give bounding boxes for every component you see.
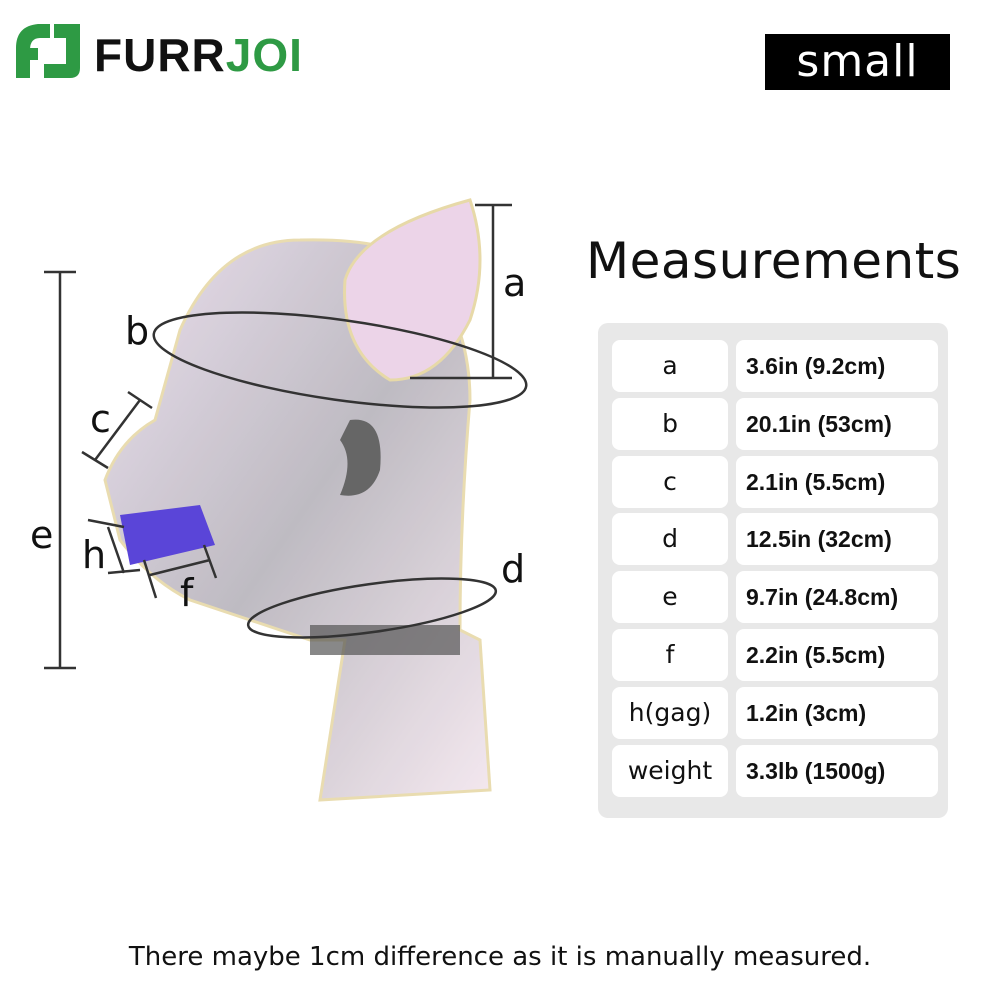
table-row: f 2.2in (5.5cm) [612, 629, 938, 681]
label-f: f [180, 571, 194, 615]
brand-logo: FURRJOI [14, 18, 354, 80]
label-d: d [501, 547, 526, 591]
measure-key: weight [612, 745, 728, 797]
table-row: e 9.7in (24.8cm) [612, 571, 938, 623]
measure-key: e [612, 571, 728, 623]
brand-name-green: JOI [225, 29, 303, 81]
measure-value: 2.1in (5.5cm) [736, 456, 938, 508]
table-row: d 12.5in (32cm) [612, 513, 938, 565]
label-e: e [30, 513, 54, 557]
measure-value: 3.3lb (1500g) [736, 745, 938, 797]
measure-key: b [612, 398, 728, 450]
measure-value: 12.5in (32cm) [736, 513, 938, 565]
hood-drawing [44, 198, 528, 802]
label-c: c [90, 397, 111, 441]
table-row: a 3.6in (9.2cm) [612, 340, 938, 392]
label-b: b [125, 309, 150, 353]
table-row: h(gag) 1.2in (3cm) [612, 687, 938, 739]
measure-key: h(gag) [612, 687, 728, 739]
table-row: c 2.1in (5.5cm) [612, 456, 938, 508]
measure-value: 3.6in (9.2cm) [736, 340, 938, 392]
measure-value: 20.1in (53cm) [736, 398, 938, 450]
measure-key: c [612, 456, 728, 508]
brand-name: FURRJOI [94, 32, 303, 78]
measurements-title: Measurements [586, 232, 962, 290]
size-badge: small [765, 34, 950, 90]
table-row: weight 3.3lb (1500g) [612, 745, 938, 797]
measurements-table: a 3.6in (9.2cm) b 20.1in (53cm) c 2.1in (5.… [598, 323, 948, 818]
brand-name-dark: FURR [94, 29, 226, 81]
brand-logo-icon [16, 24, 80, 78]
measure-value: 2.2in (5.5cm) [736, 629, 938, 681]
measure-value: 1.2in (3cm) [736, 687, 938, 739]
measure-key: a [612, 340, 728, 392]
measure-key: d [612, 513, 728, 565]
head-illustration: a b c d e h f [0, 190, 580, 810]
label-a: a [503, 261, 527, 305]
label-h: h [82, 533, 107, 577]
table-row: b 20.1in (53cm) [612, 398, 938, 450]
measure-value: 9.7in (24.8cm) [736, 571, 938, 623]
measurement-note: There maybe 1cm difference as it is manu… [128, 942, 872, 972]
measure-key: f [612, 629, 728, 681]
